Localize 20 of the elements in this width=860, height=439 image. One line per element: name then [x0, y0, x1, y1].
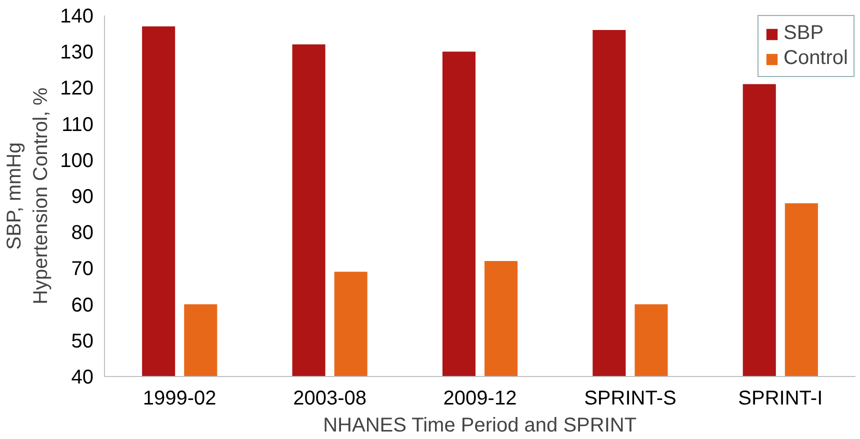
y-tick-label: 130 — [60, 42, 94, 64]
y-tick-label: 40 — [71, 366, 94, 388]
legend-label: Control — [784, 47, 848, 70]
y-tick-label: 90 — [71, 186, 94, 208]
x-tick-label: 2009-12 — [443, 388, 517, 410]
y-tick-label: 110 — [62, 114, 94, 136]
y-tick-label: 100 — [60, 150, 94, 172]
x-tick-label: 2003-08 — [293, 388, 367, 410]
y-tick-label: 120 — [60, 78, 94, 100]
y-tick-label: 60 — [71, 294, 94, 316]
x-tick-label: SPRINT-I — [738, 388, 823, 410]
x-axis-title: NHANES Time Period and SPRINT — [323, 414, 637, 436]
y-axis-title: SBP, mmHg Hypertension Control, % — [4, 87, 52, 304]
y-tick-label: 80 — [71, 222, 94, 244]
y-tick-label: 50 — [71, 330, 94, 352]
x-tick-label: SPRINT-S — [584, 388, 676, 410]
x-tick-label: 1999-02 — [142, 388, 216, 410]
y-tick-label: 70 — [71, 258, 94, 280]
y-tick-label: 140 — [60, 6, 94, 28]
legend-label: SBP — [784, 22, 824, 45]
